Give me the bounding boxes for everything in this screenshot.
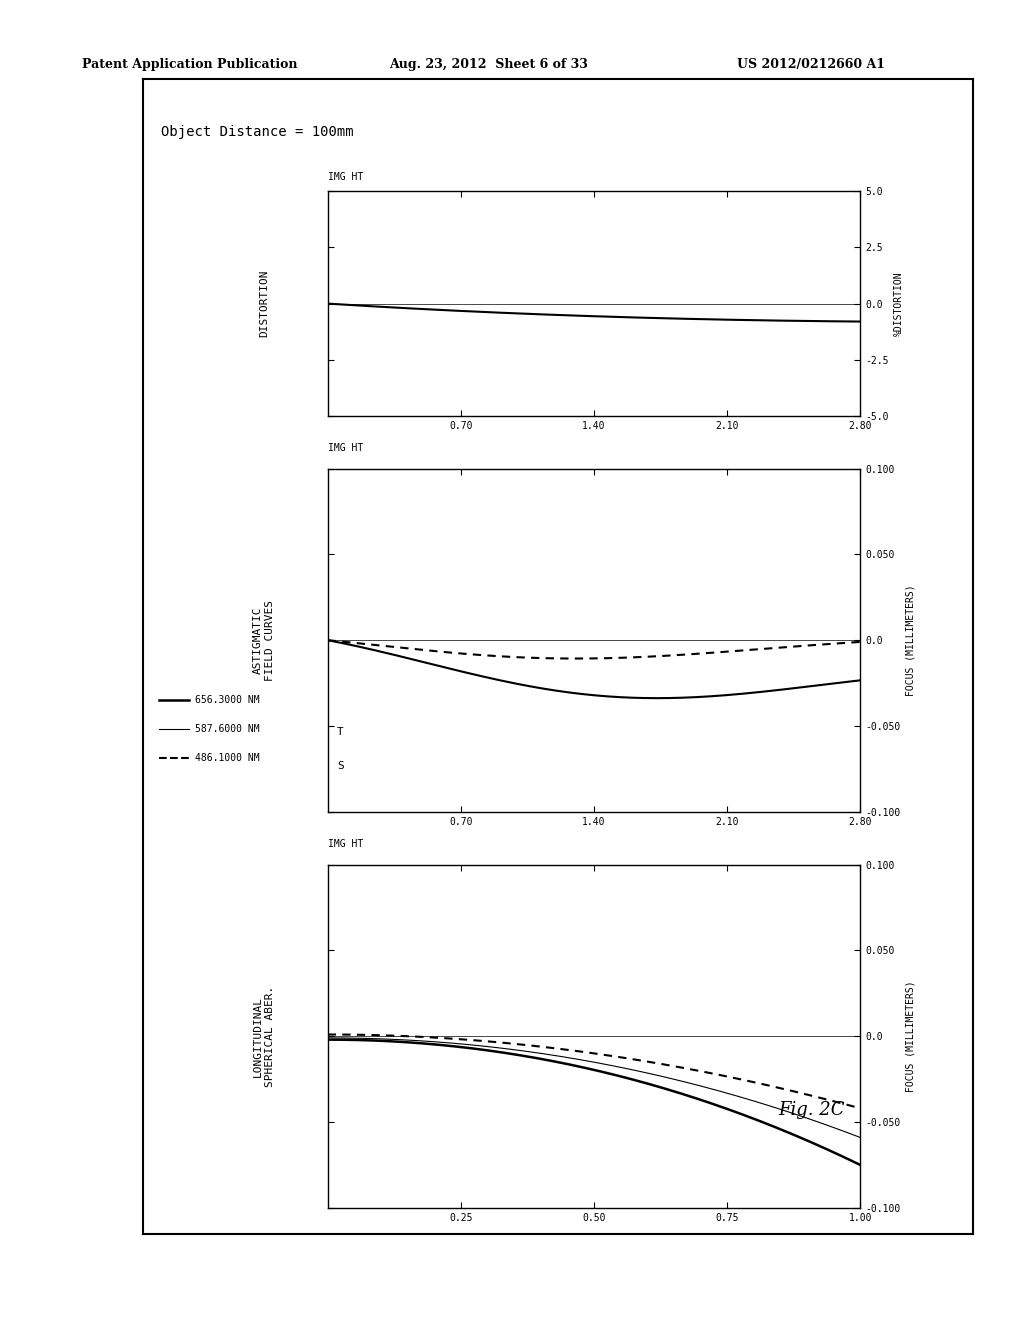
Text: LONGITUDINAL
SPHERICAL ABER.: LONGITUDINAL SPHERICAL ABER. — [253, 986, 274, 1086]
Text: Aug. 23, 2012  Sheet 6 of 33: Aug. 23, 2012 Sheet 6 of 33 — [389, 58, 588, 71]
Text: IMG HT: IMG HT — [328, 444, 362, 454]
Text: T: T — [337, 726, 344, 737]
Text: S: S — [337, 760, 344, 771]
Text: IMG HT: IMG HT — [328, 172, 362, 182]
Text: 486.1000 NM: 486.1000 NM — [195, 752, 259, 763]
Text: 587.6000 NM: 587.6000 NM — [195, 723, 259, 734]
Text: US 2012/0212660 A1: US 2012/0212660 A1 — [737, 58, 886, 71]
Y-axis label: FOCUS (MILLIMETERS): FOCUS (MILLIMETERS) — [906, 981, 915, 1092]
Text: Patent Application Publication: Patent Application Publication — [82, 58, 297, 71]
Text: ASTIGMATIC
FIELD CURVES: ASTIGMATIC FIELD CURVES — [253, 599, 274, 681]
Text: IMG HT: IMG HT — [328, 840, 362, 850]
Text: Object Distance = 100mm: Object Distance = 100mm — [161, 125, 353, 139]
Y-axis label: %DISTORTION: %DISTORTION — [894, 272, 904, 335]
Text: Fig. 2C: Fig. 2C — [778, 1101, 845, 1119]
Text: DISTORTION: DISTORTION — [259, 269, 268, 338]
Y-axis label: FOCUS (MILLIMETERS): FOCUS (MILLIMETERS) — [906, 585, 915, 696]
Text: 656.3000 NM: 656.3000 NM — [195, 694, 259, 705]
